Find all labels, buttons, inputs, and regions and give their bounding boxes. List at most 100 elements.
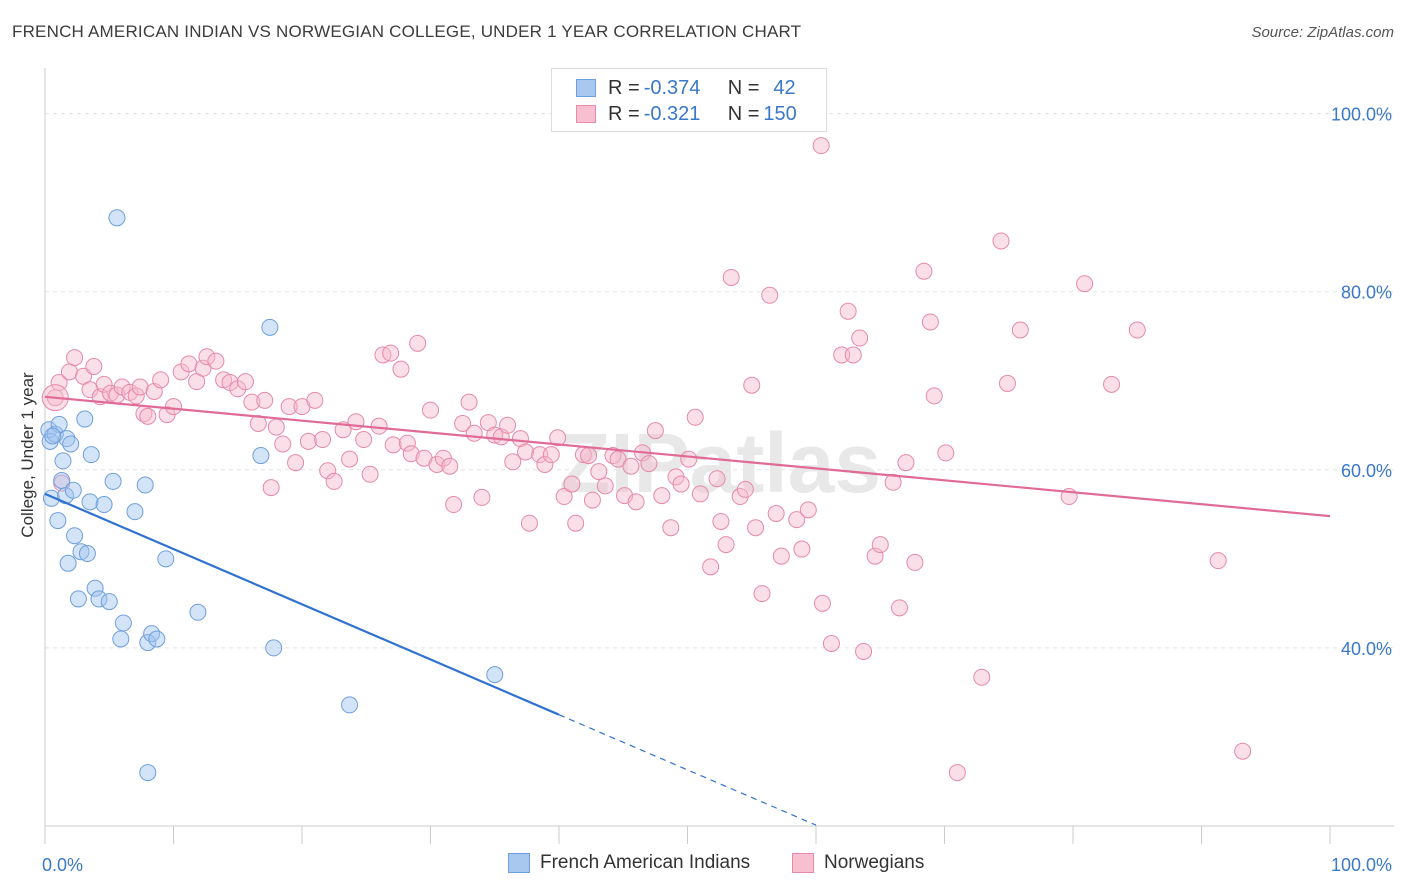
pink-point xyxy=(555,488,573,506)
y-tick-label: 60.0% xyxy=(1341,461,1392,481)
pink-point xyxy=(851,329,869,347)
n-label: N = xyxy=(727,102,760,125)
pink-point xyxy=(306,391,324,409)
pink-point xyxy=(761,286,779,304)
blue-point xyxy=(78,545,96,563)
chart-title: FRENCH AMERICAN INDIAN VS NORWEGIAN COLL… xyxy=(12,22,802,41)
blue-point xyxy=(148,630,166,648)
pink-point xyxy=(398,434,416,452)
n-value: 42 xyxy=(773,76,796,99)
pink-point xyxy=(299,432,317,450)
trendlines xyxy=(44,395,1331,826)
pink-point xyxy=(722,268,740,286)
source-label: Source: ZipAtlas.com xyxy=(1251,24,1394,41)
pink-point xyxy=(736,480,754,498)
pink-point xyxy=(428,455,446,473)
r-label: R = xyxy=(608,102,640,125)
pink-point xyxy=(127,387,145,405)
pink-point xyxy=(702,558,720,576)
pink-point xyxy=(454,415,472,433)
pink-point xyxy=(382,344,400,362)
blue-point xyxy=(261,318,279,336)
pink-point xyxy=(743,376,761,394)
pink-point xyxy=(871,536,889,554)
legend-swatch-blue xyxy=(576,79,596,97)
y-tick-label: 100.0% xyxy=(1331,105,1392,125)
pink-point xyxy=(609,450,627,468)
pink-point xyxy=(855,642,873,660)
pink-point xyxy=(60,363,78,381)
pink-point xyxy=(712,512,730,530)
r-value: -0.321 xyxy=(643,102,701,125)
pink-point xyxy=(580,447,598,465)
pink-point xyxy=(627,493,645,511)
pink-point xyxy=(1234,742,1252,760)
blue-point xyxy=(114,614,132,632)
blue-point xyxy=(100,593,118,611)
pink-point xyxy=(767,504,785,522)
blue-point xyxy=(157,550,175,568)
blue-point xyxy=(82,446,100,464)
pink-point xyxy=(717,536,735,554)
pink-point xyxy=(822,634,840,652)
blue-point xyxy=(139,634,157,652)
pink-point xyxy=(549,429,567,447)
pink-point xyxy=(262,479,280,497)
pink-point xyxy=(937,444,955,462)
pink-point xyxy=(319,462,337,480)
pink-point xyxy=(542,446,560,464)
pink-point xyxy=(973,668,991,686)
pink-point xyxy=(370,417,388,435)
pink-point xyxy=(590,463,608,481)
pink-point xyxy=(274,435,292,453)
blue-point xyxy=(72,543,90,561)
pink-point xyxy=(402,445,420,463)
pink-point xyxy=(1128,321,1146,339)
pink-point xyxy=(66,349,84,367)
blue-point xyxy=(112,630,130,648)
pink-point xyxy=(314,431,332,449)
pink-point xyxy=(499,416,517,434)
pink-point xyxy=(672,475,690,493)
legend-item-norwegians: Norwegians xyxy=(792,852,924,874)
blue-point xyxy=(95,496,113,514)
pink-point xyxy=(686,408,704,426)
points xyxy=(40,137,1252,782)
pink-point xyxy=(839,302,857,320)
x-tick-label: 100.0% xyxy=(1331,855,1392,875)
n-value: 150 xyxy=(763,102,797,125)
blue-point xyxy=(139,764,157,782)
pink-point xyxy=(287,454,305,472)
legend-swatch-pink xyxy=(792,853,814,873)
pink-point xyxy=(460,393,478,411)
pink-point xyxy=(884,473,902,491)
blue-point xyxy=(90,590,108,608)
pink-point xyxy=(180,355,198,373)
pink-point xyxy=(583,491,601,509)
pink-point xyxy=(708,470,726,488)
blue-point xyxy=(64,481,82,499)
pink-point xyxy=(844,346,862,364)
y-tick-label: 40.0% xyxy=(1341,639,1392,659)
pink-point xyxy=(812,137,830,155)
blue-point xyxy=(143,625,161,643)
pink-point xyxy=(833,346,851,364)
pink-point xyxy=(325,472,343,490)
pink-point xyxy=(85,358,103,376)
x-tick-label: 0.0% xyxy=(42,855,83,875)
blue-trendline xyxy=(44,492,560,716)
pink-point xyxy=(536,455,554,473)
pink-point xyxy=(355,431,373,449)
blue-point xyxy=(108,209,126,227)
pink-point xyxy=(793,540,811,558)
pink-point xyxy=(788,511,806,529)
pink-point xyxy=(662,519,680,537)
legend-row-norwegians: R = -0.321 N = 150 xyxy=(576,103,797,125)
pink-point xyxy=(236,373,254,391)
blue-point xyxy=(252,447,270,465)
pink-point xyxy=(891,599,909,617)
legend-swatch-blue xyxy=(508,853,530,873)
blue-point xyxy=(76,410,94,428)
pink-point xyxy=(511,430,529,448)
